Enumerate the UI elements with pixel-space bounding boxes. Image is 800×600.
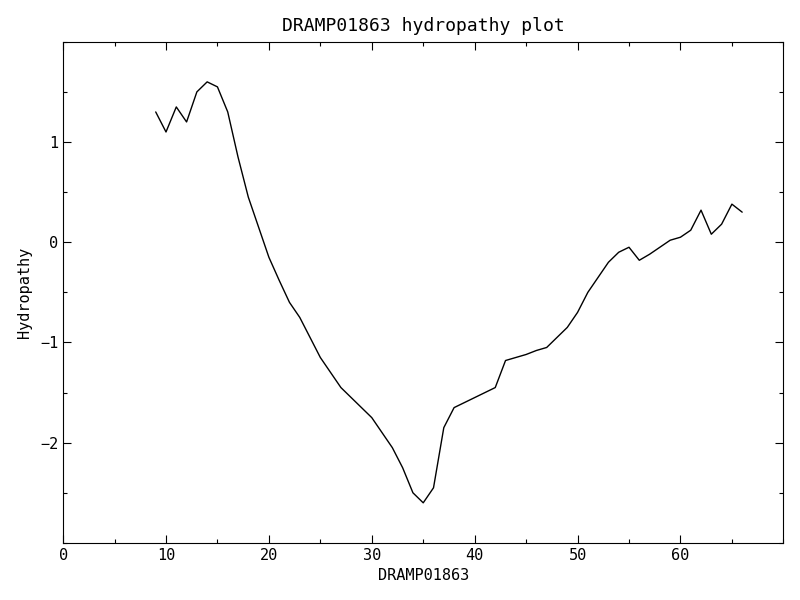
Y-axis label: Hydropathy: Hydropathy [17, 247, 32, 338]
X-axis label: DRAMP01863: DRAMP01863 [378, 568, 469, 583]
Title: DRAMP01863 hydropathy plot: DRAMP01863 hydropathy plot [282, 17, 565, 35]
